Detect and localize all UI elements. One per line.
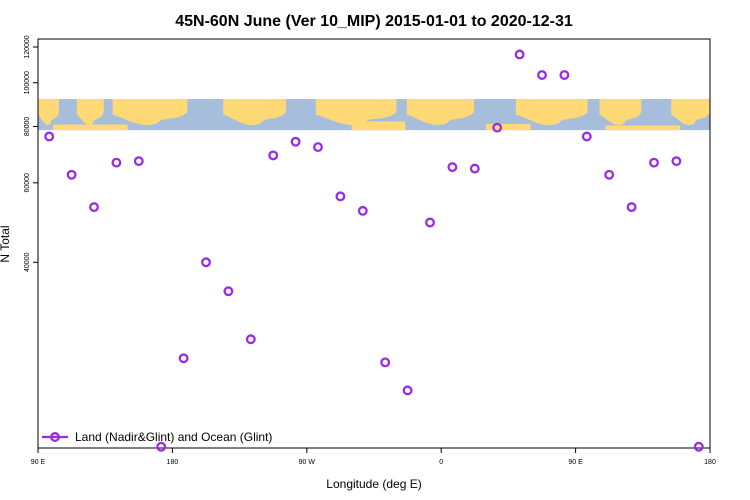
data-point xyxy=(604,169,615,180)
map-landmass xyxy=(515,99,588,126)
data-point xyxy=(290,136,301,147)
data-point xyxy=(89,202,99,213)
map-landmass xyxy=(486,123,531,131)
map-land xyxy=(38,99,710,131)
map-landmass xyxy=(315,99,397,126)
data-point xyxy=(245,334,256,345)
data-point xyxy=(111,157,122,168)
y-axis-label: N Total xyxy=(0,225,12,262)
data-point xyxy=(559,70,570,80)
x-tick-label: 90 E xyxy=(568,459,583,466)
x-tick-label: 90 E xyxy=(31,459,46,466)
legend: Land (Nadir&Glint) and Ocean (Glint) xyxy=(42,430,272,444)
data-point xyxy=(626,202,637,213)
data-point xyxy=(201,257,211,268)
data-point xyxy=(223,286,234,297)
data-point xyxy=(313,142,323,153)
x-axis: 90 E 180 90 W 0 90 E 180 xyxy=(31,448,716,466)
data-point xyxy=(335,191,346,202)
data-point xyxy=(380,357,391,368)
world-map-band xyxy=(38,99,710,131)
y-tick-label: 120000 xyxy=(24,35,31,58)
data-point xyxy=(447,162,458,173)
data-point xyxy=(178,353,189,364)
data-point xyxy=(133,156,144,167)
data-point xyxy=(357,205,368,216)
y-tick-label: 40000 xyxy=(24,252,31,272)
y-tick-label: 60000 xyxy=(24,173,31,193)
map-landmass xyxy=(406,99,475,126)
data-point xyxy=(402,385,413,396)
data-point xyxy=(649,157,659,168)
data-point xyxy=(581,131,592,142)
data-point xyxy=(44,131,55,142)
data-point xyxy=(66,169,77,180)
data-point xyxy=(469,163,480,174)
data-point xyxy=(425,217,435,228)
map-landmass xyxy=(52,124,128,131)
data-point xyxy=(693,441,704,452)
data-point xyxy=(268,150,279,161)
chart-title: 45N-60N June (Ver 10_MIP) 2015-01-01 to … xyxy=(175,13,573,30)
plot-frame xyxy=(37,38,711,449)
y-axis: 40000 60000 80000 100000 120000 xyxy=(24,35,38,272)
x-axis-label: Longitude (deg E) xyxy=(326,477,421,491)
x-tick-label: 180 xyxy=(167,459,179,466)
data-point xyxy=(537,70,547,80)
map-landmass xyxy=(351,121,406,131)
map-landmass xyxy=(671,99,710,126)
map-landmass xyxy=(605,125,681,131)
map-landmass xyxy=(76,99,104,126)
map-landmass xyxy=(599,99,642,126)
data-point xyxy=(514,49,525,60)
data-point xyxy=(156,441,167,452)
data-point xyxy=(671,156,682,167)
y-tick-label: 100000 xyxy=(24,71,31,94)
legend-label: Land (Nadir&Glint) and Ocean (Glint) xyxy=(75,430,272,444)
x-tick-label: 90 W xyxy=(299,459,316,466)
data-points xyxy=(44,49,704,452)
map-landmass xyxy=(112,99,188,126)
y-tick-label: 80000 xyxy=(24,117,31,137)
x-tick-label: 180 xyxy=(704,459,716,466)
map-landmass xyxy=(223,99,286,126)
data-point xyxy=(492,122,503,133)
map-landmass xyxy=(38,99,59,126)
legend-marker xyxy=(50,432,60,442)
x-tick-label: 0 xyxy=(439,459,443,466)
